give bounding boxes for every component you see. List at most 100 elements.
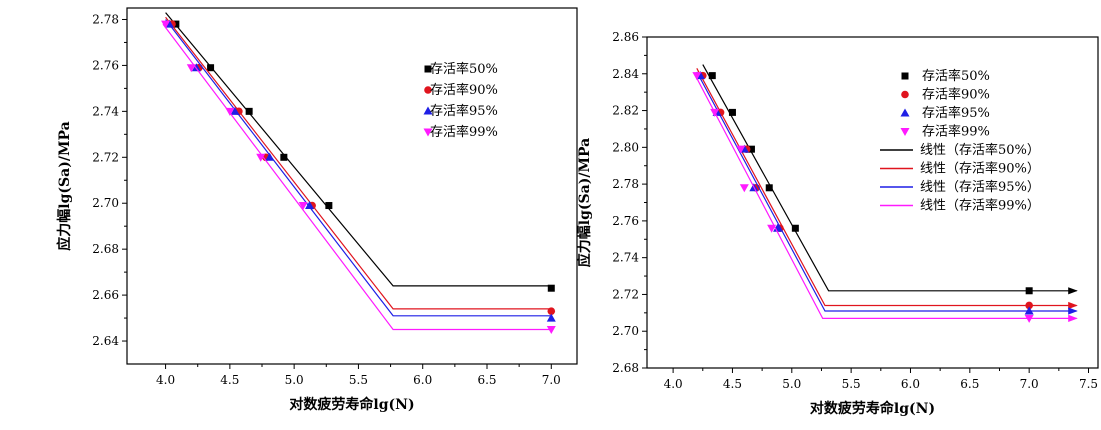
legend-marker [423, 128, 433, 137]
data-point [547, 307, 556, 315]
data-point [765, 184, 773, 192]
x-tick-label: 6.5 [477, 373, 496, 387]
x-tick-label: 4.5 [220, 373, 239, 387]
data-point [546, 313, 556, 322]
legend-label: 线性（存活率50%） [920, 142, 1040, 158]
series-1 [165, 12, 555, 292]
legend-label: 存活率99% [430, 124, 498, 140]
data-point [710, 108, 720, 117]
series-1 [702, 64, 1078, 295]
y-tick-label: 2.78 [92, 12, 119, 26]
x-tick-label: 4.5 [723, 377, 742, 391]
data-point [265, 152, 275, 161]
data-point [225, 107, 235, 116]
legend-label: 存活率95% [430, 103, 498, 119]
x-tick-label: 5.0 [285, 373, 304, 387]
data-point [186, 64, 196, 73]
legend-marker [900, 108, 910, 117]
data-point [739, 184, 749, 193]
data-point [256, 153, 266, 162]
data-point [1025, 287, 1033, 295]
x-tick-label: 6.5 [960, 377, 979, 391]
data-point [773, 223, 783, 232]
legend-label: 存活率90% [922, 87, 990, 103]
legend-marker [424, 86, 432, 94]
data-point [1025, 301, 1033, 310]
y-tick-label: 2.72 [612, 287, 639, 301]
data-point [1024, 314, 1034, 323]
y-tick-label: 2.76 [612, 214, 639, 228]
legend-label: 线性（存活率95%） [920, 179, 1040, 195]
x-tick-label: 6.0 [901, 377, 920, 391]
fit-line [693, 73, 1078, 322]
y-tick-label: 2.76 [92, 58, 119, 72]
x-tick-label: 7.0 [1020, 377, 1039, 391]
data-point [191, 63, 201, 72]
series-4 [692, 72, 1078, 323]
x-tick-label: 6.0 [413, 373, 432, 387]
y-tick-label: 2.68 [612, 361, 639, 375]
legend-label: 存活率50% [922, 68, 990, 84]
y-axis-label: 应力幅lg(Sa)/MPa [56, 121, 73, 250]
legend-marker [423, 106, 433, 115]
data-point [207, 64, 215, 72]
legend-marker [901, 90, 909, 99]
x-tick-label: 4.0 [664, 377, 683, 391]
data-point [708, 72, 716, 80]
series-3 [164, 19, 556, 322]
y-tick-label: 2.80 [612, 140, 639, 154]
legend-label: 存活率50% [430, 61, 498, 77]
legend-marker [901, 72, 909, 80]
legend-label: 存活率90% [430, 82, 498, 98]
chart-2: 4.0 4.5 5.0 5.5 6.0 6.5 7.0 7.5 2.68 2.70 2.72 2.74… [576, 30, 1099, 417]
fit-line [165, 19, 552, 317]
y-tick-label: 2.66 [92, 288, 119, 302]
legend-label: 线性（存活率90%） [920, 161, 1040, 177]
x-tick-label: 7.0 [542, 373, 561, 387]
data-point [230, 106, 240, 115]
data-point [305, 201, 315, 210]
y-tick-label: 2.86 [612, 30, 639, 44]
legend-marker [424, 65, 432, 73]
y-tick-label: 2.84 [612, 67, 639, 81]
x-tick-label: 7.5 [1079, 377, 1098, 391]
x-tick-label: 5.5 [842, 377, 861, 391]
fit-line [165, 12, 552, 287]
data-point [546, 326, 556, 335]
fit-line [702, 64, 1078, 295]
y-tick-label: 2.70 [92, 196, 119, 210]
data-point [728, 108, 736, 116]
y-tick-label: 2.78 [612, 177, 639, 191]
plot-frame [126, 7, 578, 365]
data-point [791, 224, 799, 232]
data-point [172, 20, 180, 28]
data-point [1024, 306, 1034, 315]
x-tick-label: 5.0 [782, 377, 801, 391]
y-tick-label: 2.74 [612, 251, 639, 265]
fit-line [162, 23, 552, 331]
x-axis-label: 对数疲劳寿命lg(N) [810, 400, 935, 417]
legend-label: 存活率99% [922, 124, 990, 140]
y-tick-label: 2.74 [92, 104, 119, 118]
legend-label: 线性（存活率99%） [920, 198, 1040, 214]
legend-label: 存活率95% [922, 105, 990, 121]
y-axis-label: 应力幅lg(Sa)/MPa [576, 138, 593, 267]
series-4 [161, 20, 556, 335]
fit-line [696, 71, 1078, 315]
data-point [325, 202, 333, 210]
y-tick-label: 2.64 [92, 334, 119, 348]
y-tick-label: 2.82 [612, 104, 639, 118]
y-tick-label: 2.72 [92, 150, 119, 164]
y-tick-label: 2.70 [612, 324, 639, 338]
data-point [692, 72, 702, 81]
x-tick-label: 4.0 [156, 373, 175, 387]
data-point [245, 107, 253, 115]
data-point [280, 153, 288, 161]
data-point [747, 145, 755, 153]
data-point [736, 145, 746, 154]
y-tick-label: 2.68 [92, 242, 119, 256]
data-point [298, 202, 308, 211]
data-point [161, 20, 171, 29]
